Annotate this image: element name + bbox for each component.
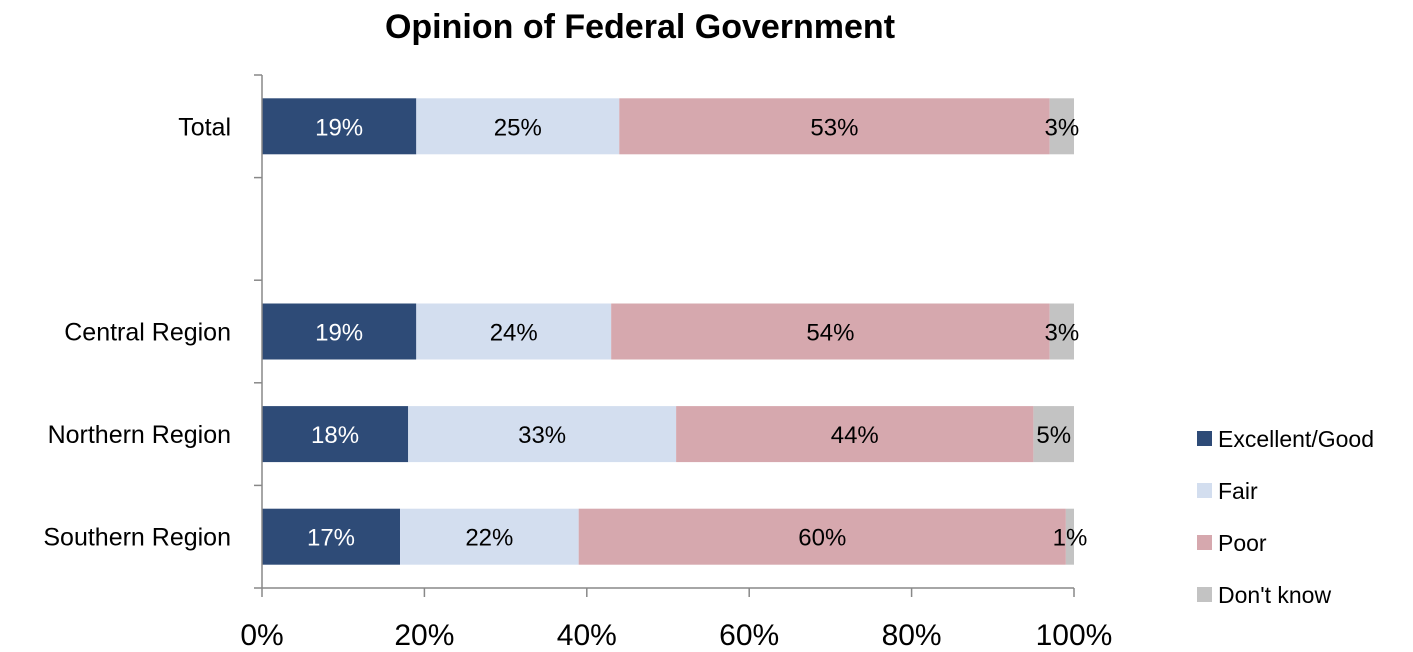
chart-title: Opinion of Federal Government [385,8,895,46]
x-tick-label: 20% [394,619,454,652]
bar-poor-northern-region [676,406,1034,463]
x-tick-label: 0% [240,619,283,652]
data-label: 54% [806,320,854,347]
data-label: 5% [1036,422,1071,449]
legend: Excellent/Good Fair Poor Don't know [1197,426,1374,608]
bar-don-t-know-northern-region [1033,406,1074,463]
bar-excellent-good-total [262,98,417,155]
bar-don-t-know-total [1049,98,1074,155]
legend-swatch-don-t-know [1197,587,1212,602]
bar-don-t-know-central-region [1049,303,1074,360]
data-label: 60% [798,525,846,552]
data-label: 25% [494,114,542,141]
bar-excellent-good-southern-region [262,508,401,565]
bar-fair-central-region [416,303,612,360]
bar-poor-total [619,98,1050,155]
bar-fair-total [416,98,620,155]
data-label: 17% [307,525,355,552]
bar-don-t-know-southern-region [1065,508,1074,565]
bar-fair-southern-region [400,508,579,565]
legend-swatch-fair [1197,483,1212,498]
data-label: 1% [1053,525,1088,552]
x-tick-label: 80% [882,619,942,652]
x-tick-label: 100% [1036,619,1113,652]
data-label: 19% [315,320,363,347]
bar-excellent-good-northern-region [262,406,409,463]
legend-label-fair: Fair [1218,478,1258,504]
legend-label-don-t-know: Don't know [1218,582,1331,608]
data-label: 18% [311,422,359,449]
category-label: Southern Region [43,524,231,552]
data-label: 22% [465,525,513,552]
bar-excellent-good-central-region [262,303,417,360]
legend-label-excellent-good: Excellent/Good [1218,426,1374,452]
data-label: 33% [518,422,566,449]
category-label: Total [178,113,231,141]
bar-poor-central-region [611,303,1050,360]
bar-poor-southern-region [578,508,1066,565]
data-label: 44% [831,422,879,449]
data-label: 3% [1044,320,1079,347]
x-tick-label: 60% [719,619,779,652]
x-tick-label: 40% [557,619,617,652]
bar-fair-northern-region [408,406,677,463]
plot-area: 19% 25% 53% 3% Total 19% 24% 54% 3% Central Regio… [43,74,1113,652]
data-label: 3% [1044,114,1079,141]
category-label: Central Region [64,319,231,347]
data-label: 19% [315,114,363,141]
legend-label-poor: Poor [1218,530,1267,556]
data-label: 24% [490,320,538,347]
legend-swatch-poor [1197,535,1212,550]
legend-swatch-excellent-good [1197,431,1212,446]
category-label: Northern Region [48,421,231,449]
data-label: 53% [810,114,858,141]
